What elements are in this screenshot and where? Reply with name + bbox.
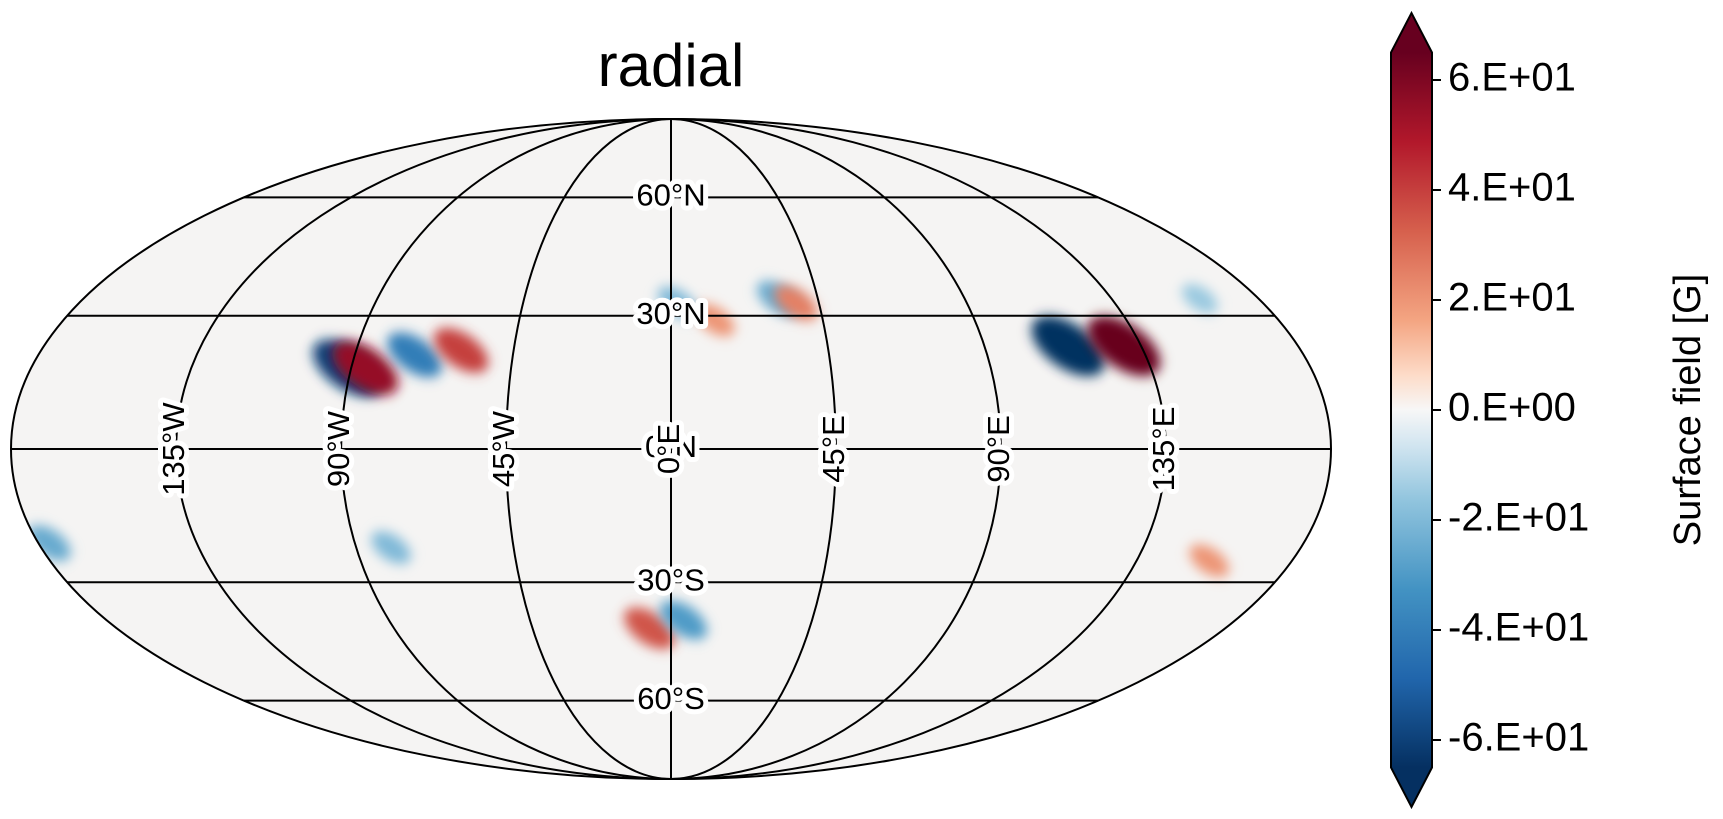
colorbar-tick-label: 6.E+01 [1448,56,1576,100]
colorbar: 6.E+01 4.E+01 2.E+01 0.E+00 -2.E+01 -4.E+01 -6… [1390,10,1589,810]
meridian-line [670,118,1002,780]
field-feature [774,284,818,321]
parallel-label: 30°S [637,562,705,597]
field-feature [1031,315,1105,377]
colorbar-tick-label: -6.E+01 [1448,716,1589,760]
colorbar-tick-label: 0.E+00 [1448,386,1576,430]
meridian-label: 45°E [816,415,851,483]
field-feature [371,531,411,565]
field-feature [387,332,442,378]
field-feature [1181,283,1218,314]
meridian-label: 135°W [156,402,191,496]
meridian-line [505,118,672,780]
colorbar-extend-max [1391,13,1432,53]
parallel-label: 60°N [636,178,705,213]
field [27,280,1230,650]
field-feature [624,607,675,650]
colorbar-tick-label: -2.E+01 [1448,496,1589,540]
colorbar-extend-min [1391,767,1432,807]
meridian-line [175,118,672,780]
meridian-label: 90°E [981,415,1016,483]
meridian-label: 45°W [486,410,521,487]
meridian-line [340,118,672,780]
meridian-line [670,118,837,780]
field-feature [332,341,399,396]
meridian-line [670,118,1167,780]
colorbar-tick-label: 2.E+01 [1448,276,1576,320]
colorbar-outline [1390,10,1433,810]
colorbar-body [1391,52,1432,768]
colorbar-tick-label: -4.E+01 [1448,606,1589,650]
field-feature [27,525,71,562]
parallel-label: 60°S [637,681,705,716]
field-feature [657,286,698,320]
field-feature [695,303,735,337]
colorbar-label: Surface field [G] [1667,274,1709,546]
field-feature [1087,315,1161,377]
meridian-label: 90°W [321,410,356,487]
graticule-labels: 60°N 30°N 0°N 30°S 60°S 135°W 90°W 45°W 0°E 45°E 9… [151,173,1186,721]
meridian-label: 0°E [651,424,686,474]
colorbar-tick-label: 4.E+01 [1448,166,1576,210]
chart-title: radial [598,32,745,99]
graticule [11,118,1331,780]
field-feature [433,327,489,373]
parallel-label: 0°N [645,429,697,464]
parallel-label: 30°N [636,296,705,331]
globe-outline [10,118,1332,780]
field-feature [1189,544,1230,578]
meridian-label: 135°E [1146,407,1181,492]
